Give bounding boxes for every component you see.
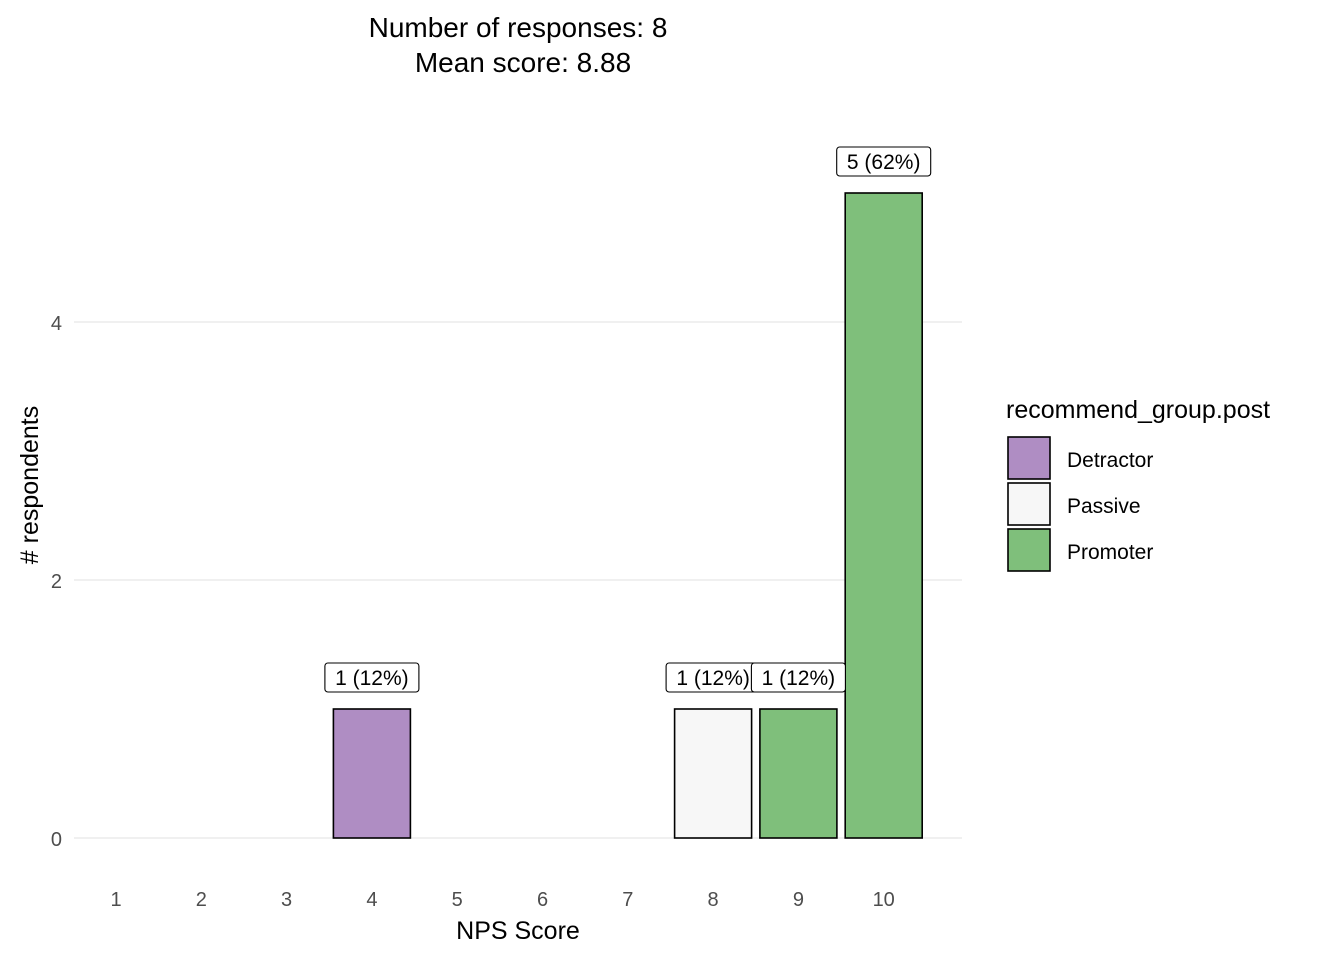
chart-title-line-1: Number of responses: 8 — [369, 12, 668, 43]
bars — [332, 192, 924, 839]
legend: recommend_group.post Detractor Passive Pro… — [1006, 396, 1270, 572]
bar-score-9 — [759, 708, 838, 839]
legend-swatch-promoter — [1007, 528, 1051, 572]
bar-data-label: 1 (12%) — [335, 667, 409, 690]
legend-swatch-detractor — [1007, 436, 1051, 480]
x-tick-label: 1 — [110, 889, 121, 911]
y-tick-label: 2 — [51, 571, 62, 593]
bar-score-10 — [844, 192, 924, 839]
y-tick-label: 0 — [51, 829, 62, 851]
x-axis-title: NPS Score — [456, 917, 580, 945]
bar-data-label: 1 (12%) — [676, 667, 750, 690]
bar-score-4 — [332, 708, 412, 839]
x-tick-label: 3 — [281, 889, 292, 911]
legend-label-promoter: Promoter — [1067, 541, 1153, 564]
y-tick-label: 4 — [51, 313, 62, 335]
x-axis-ticks: 1 2 3 4 5 6 7 8 9 10 — [110, 889, 894, 911]
bar-data-label: 5 (62%) — [847, 151, 921, 174]
x-tick-label: 5 — [452, 889, 463, 911]
x-tick-label: 6 — [537, 889, 548, 911]
x-tick-label: 10 — [873, 889, 895, 911]
bar-labels: 1 (12%) 1 (12%) 1 (12%) 5 (62%) — [324, 146, 932, 693]
bar-label-box — [750, 662, 846, 693]
y-axis-title: # respondents — [16, 406, 44, 564]
x-tick-label: 9 — [793, 889, 804, 911]
chart-title-line-2: Mean score: 8.88 — [415, 47, 631, 78]
legend-label-detractor: Detractor — [1067, 449, 1153, 472]
x-tick-label: 2 — [196, 889, 207, 911]
legend-title: recommend_group.post — [1006, 396, 1270, 424]
bar-label-box — [836, 146, 932, 177]
x-tick-label: 7 — [622, 889, 633, 911]
legend-label-passive: Passive — [1067, 495, 1141, 518]
x-tick-label: 4 — [366, 889, 377, 911]
bar-score-8 — [673, 708, 753, 839]
bar-data-label: 1 (12%) — [762, 667, 836, 690]
x-tick-label: 8 — [708, 889, 719, 911]
bar-label-box — [324, 662, 420, 693]
y-axis-ticks: 0 2 4 — [51, 313, 62, 851]
legend-swatch-passive — [1007, 482, 1051, 526]
